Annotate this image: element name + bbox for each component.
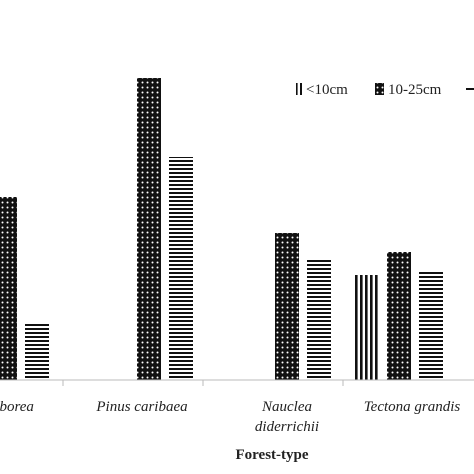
category-label-3-0: Tectona grandis [364, 399, 461, 415]
x-axis-ticks [62, 380, 344, 386]
category-label-1-0: Pinus caribaea [95, 399, 187, 415]
category-labels: arborea Pinus caribaea Nauclea diderrichii T… [0, 399, 460, 435]
category-label-2-1: diderrichii [255, 419, 319, 435]
legend-swatch-0 [296, 83, 302, 95]
bar-10-25cm-cat-3 [387, 252, 411, 380]
bar-series-2-cat-1 [169, 157, 193, 380]
category-label-2-0: Nauclea [261, 399, 312, 415]
bar-series-2-cat-0 [25, 322, 49, 380]
legend-swatch-1 [375, 83, 384, 95]
legend-label-0: <10cm [306, 82, 348, 98]
bars-group [0, 78, 443, 380]
bar-10-25cm-cat-1 [137, 78, 161, 380]
legend: <10cm 10-25cm [296, 82, 474, 98]
x-axis-title: Forest-type [235, 447, 308, 463]
legend-swatch-2 [466, 88, 474, 90]
bar-series-2-cat-3 [419, 271, 443, 380]
bar-series-2-cat-2 [307, 258, 331, 380]
bar--10cm-cat-3 [355, 275, 379, 380]
category-label-0-0: arborea [0, 399, 34, 415]
legend-label-1: 10-25cm [388, 82, 442, 98]
bar-10-25cm-cat-2 [275, 233, 299, 380]
bar-10-25cm-cat-0 [0, 197, 17, 380]
